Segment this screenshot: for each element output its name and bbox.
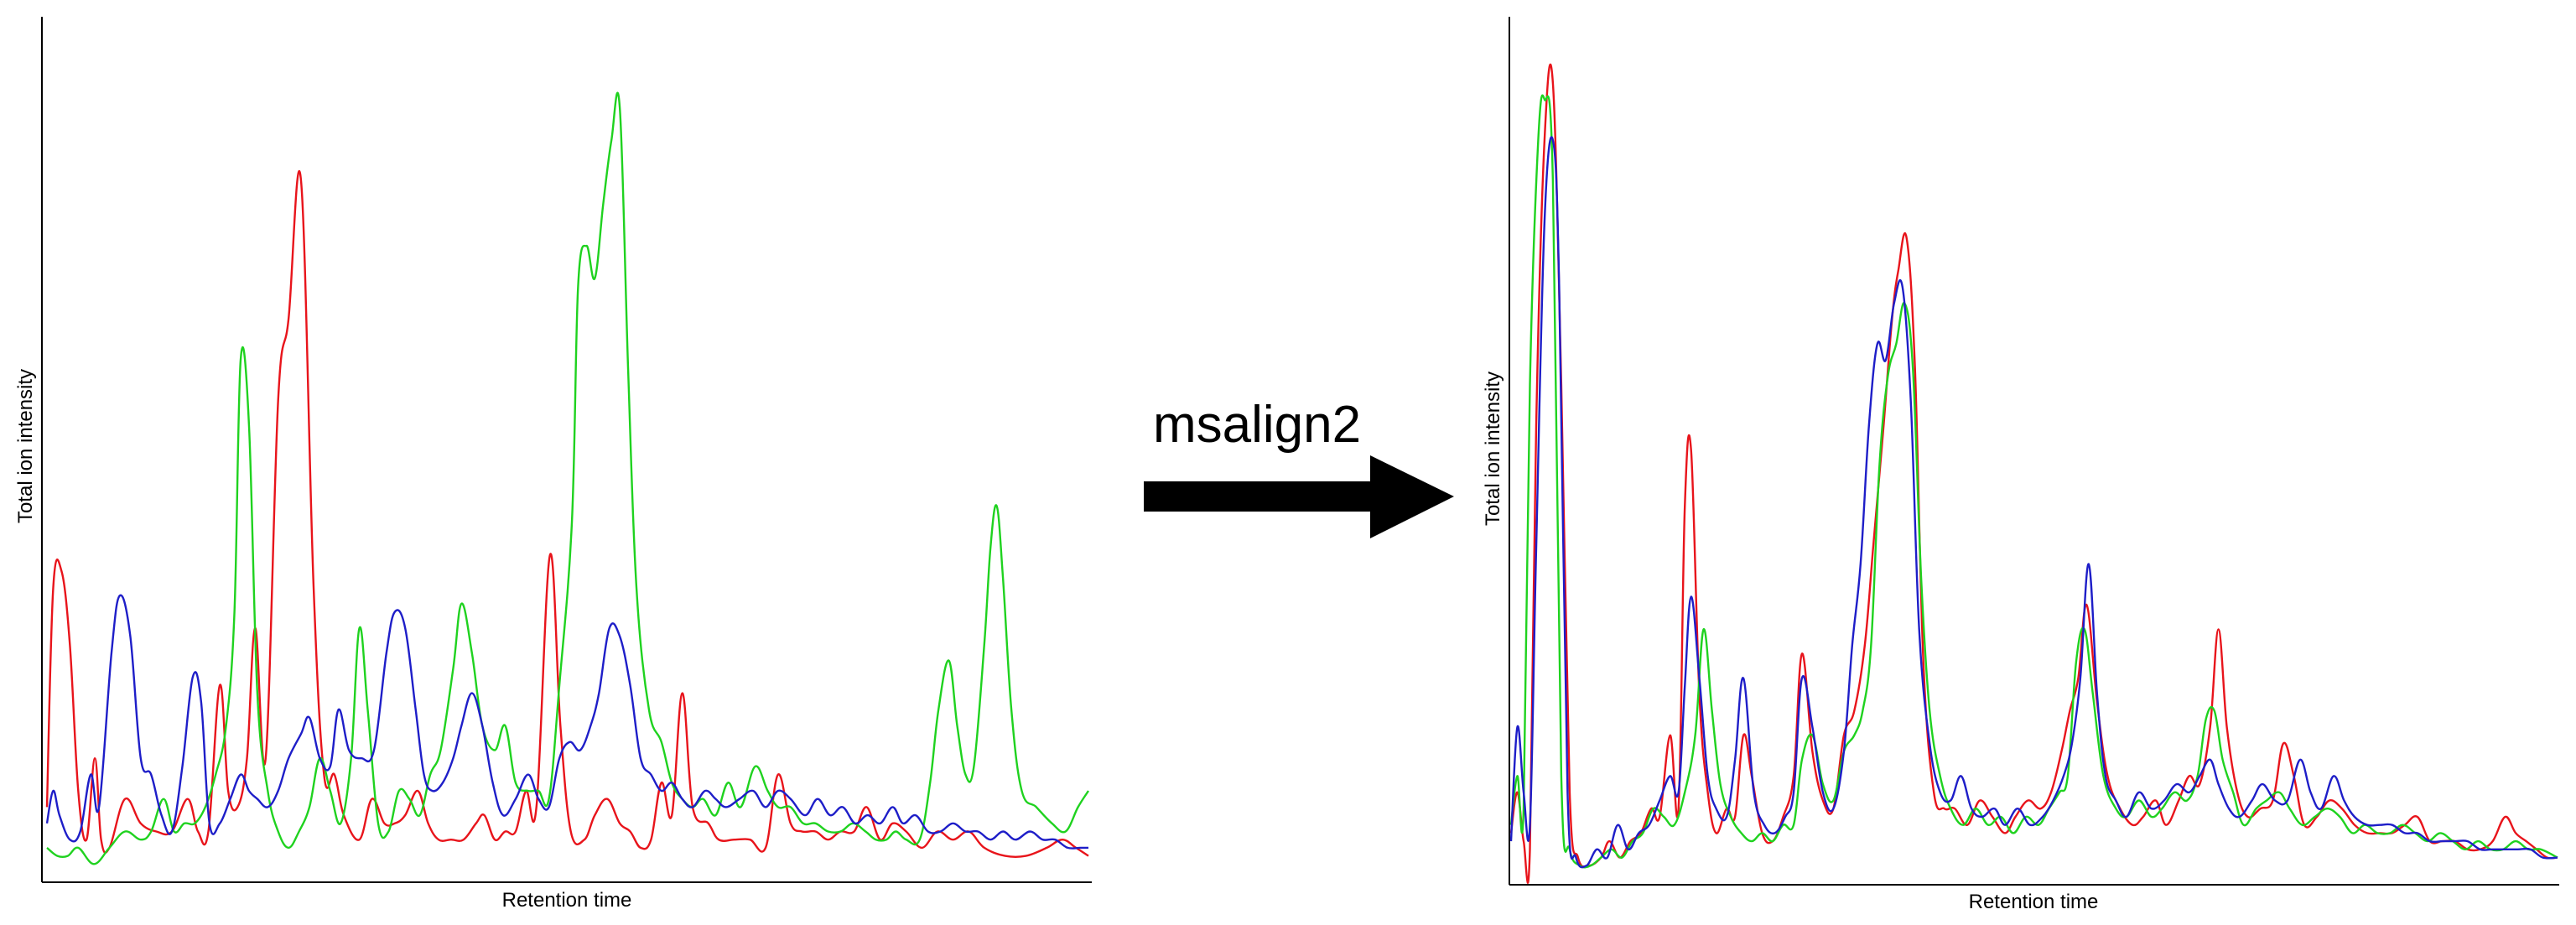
right-arrow-icon [1144, 455, 1454, 538]
right-series-red-line [1509, 63, 2558, 884]
right-y-axis-label: Total ion intensity [1482, 372, 1504, 526]
left-series-blue-line [45, 594, 1088, 850]
left-x-axis-label: Retention time [502, 889, 632, 912]
left-series-green-line [46, 91, 1090, 865]
chart-after-alignment: Retention time Total ion intensity [1482, 17, 2559, 913]
left-series-red-line [45, 170, 1089, 859]
right-series-blue-line [1509, 136, 2558, 869]
alignment-arrow: msalign2 [1144, 396, 1454, 538]
arrow-label: msalign2 [1153, 396, 1361, 454]
right-series-green-line [1509, 94, 2558, 869]
left-series-group [45, 91, 1090, 865]
right-series-group [1509, 63, 2558, 884]
right-x-axis-label: Retention time [1969, 891, 2099, 913]
left-y-axis-label: Total ion intensity [14, 369, 37, 523]
chart-before-alignment: Retention time Total ion intensity [14, 17, 1092, 912]
